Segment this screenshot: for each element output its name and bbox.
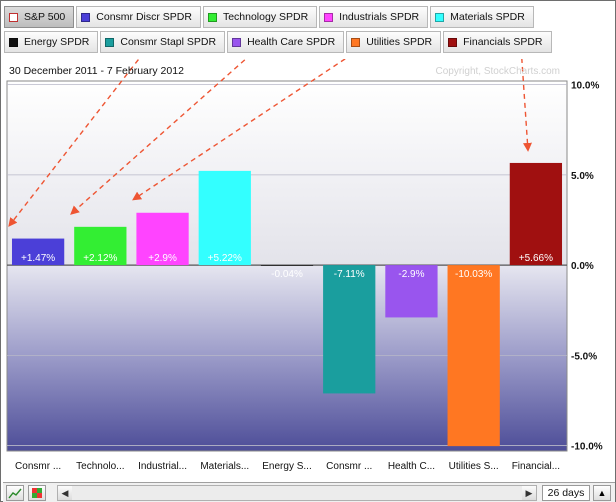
days-up-icon[interactable]: ▲ bbox=[593, 485, 611, 501]
scroll-right-icon[interactable]: ▶ bbox=[522, 486, 536, 500]
x-category-label: Financial... bbox=[512, 461, 560, 472]
bar-consmr-0[interactable] bbox=[11, 238, 65, 266]
legend-label: Materials SPDR bbox=[450, 11, 525, 23]
legend-label: S&P 500 bbox=[24, 11, 66, 23]
x-category-label: Consmr ... bbox=[326, 461, 372, 472]
y-tick-label: 10.0% bbox=[571, 81, 599, 92]
legend-button-financials-spdr[interactable]: Financials SPDR bbox=[443, 31, 552, 53]
y-tick-label: 0.0% bbox=[571, 261, 594, 272]
legend-row-2: Energy SPDR Consmr Stapl SPDR Health Care … bbox=[4, 31, 552, 53]
legend-button-technology-spdr[interactable]: Technology SPDR bbox=[202, 6, 318, 28]
legend-label: Industrials SPDR bbox=[339, 11, 420, 23]
annotation-arrow bbox=[132, 59, 347, 201]
annotation-arrow bbox=[521, 59, 532, 152]
legend-button-consmr-discr-spdr[interactable]: Consmr Discr SPDR bbox=[76, 6, 201, 28]
plot-border bbox=[6, 80, 568, 452]
legend-swatch-icon bbox=[81, 12, 91, 22]
y-tick-label: 5.0% bbox=[571, 171, 594, 182]
bar-value-label: +5.22% bbox=[208, 253, 242, 264]
x-category-label: Industrial... bbox=[138, 461, 187, 472]
legend-swatch-icon bbox=[435, 12, 445, 22]
bar-utilities-s-7[interactable] bbox=[447, 265, 500, 447]
legend-label: Technology SPDR bbox=[222, 11, 309, 23]
legend-swatch-icon bbox=[9, 12, 18, 22]
x-category-label: Consmr ... bbox=[15, 461, 61, 472]
bar-materials-3[interactable] bbox=[198, 170, 251, 266]
bar-value-label: -2.9% bbox=[398, 269, 424, 280]
legend-label: Consmr Discr SPDR bbox=[96, 11, 192, 23]
legend-swatch-icon bbox=[232, 37, 242, 47]
legend-button-materials-spdr[interactable]: Materials SPDR bbox=[430, 6, 534, 28]
x-category-label: Energy S... bbox=[262, 461, 311, 472]
date-scrollbar[interactable]: ◀ ▶ bbox=[57, 485, 537, 501]
date-range-label: 30 December 2011 - 7 February 2012 bbox=[9, 65, 184, 77]
bar-health-c-6[interactable] bbox=[385, 265, 438, 318]
bar-value-label: +1.47% bbox=[21, 253, 55, 264]
x-category-label: Materials... bbox=[200, 461, 249, 472]
x-category-label: Technolo... bbox=[76, 461, 124, 472]
bar-consmr-5[interactable] bbox=[323, 265, 376, 394]
legend-button-energy-spdr[interactable]: Energy SPDR bbox=[4, 31, 99, 53]
x-category-label: Health C... bbox=[388, 461, 435, 472]
bar-value-label: +2.9% bbox=[148, 253, 177, 264]
legend-swatch-icon bbox=[351, 37, 361, 47]
legend-label: Consmr Stapl SPDR bbox=[120, 36, 217, 48]
y-tick-label: -10.0% bbox=[571, 442, 603, 453]
bottom-toolbar: ◀ ▶ 26 days ▲ bbox=[3, 482, 615, 502]
legend-swatch-icon bbox=[9, 37, 18, 47]
bar-value-label: +2.12% bbox=[83, 253, 117, 264]
legend-button-industrials-spdr[interactable]: Industrials SPDR bbox=[319, 6, 429, 28]
legend-swatch-icon bbox=[207, 12, 217, 22]
bar-technolo-1[interactable] bbox=[74, 226, 127, 266]
legend-label: Health Care SPDR bbox=[247, 36, 336, 48]
bar-value-label: -0.04% bbox=[271, 269, 303, 280]
scroll-left-icon[interactable]: ◀ bbox=[58, 486, 72, 500]
line-chart-icon[interactable] bbox=[6, 485, 24, 501]
bar-value-label: -7.11% bbox=[334, 269, 365, 280]
legend-swatch-icon bbox=[105, 37, 115, 47]
legend-label: Utilities SPDR bbox=[366, 36, 433, 48]
bar-energy-s-4[interactable] bbox=[260, 265, 314, 266]
annotation-arrow bbox=[8, 59, 140, 227]
days-selector[interactable]: 26 days bbox=[542, 485, 590, 501]
bar-financial-8[interactable] bbox=[509, 162, 563, 266]
watermark-text: Copyright, StockCharts.com bbox=[436, 66, 561, 77]
bar-value-label: +5.66% bbox=[519, 253, 553, 264]
annotation-arrow bbox=[70, 59, 247, 215]
legend-swatch-icon bbox=[324, 12, 334, 22]
legend-label: Energy SPDR bbox=[24, 36, 90, 48]
color-grid-icon[interactable] bbox=[28, 485, 46, 501]
legend-button-utilities-spdr[interactable]: Utilities SPDR bbox=[346, 31, 442, 53]
legend-button-health-care-spdr[interactable]: Health Care SPDR bbox=[227, 31, 345, 53]
legend-button-consmr-stapl-spdr[interactable]: Consmr Stapl SPDR bbox=[100, 31, 226, 53]
legend-swatch-icon bbox=[448, 37, 458, 47]
y-tick-label: -5.0% bbox=[571, 351, 597, 362]
legend-label: Financials SPDR bbox=[463, 36, 543, 48]
legend-row-1: S&P 500 Consmr Discr SPDR Technology SPDR I… bbox=[4, 6, 534, 28]
legend-button-s-p-500[interactable]: S&P 500 bbox=[4, 6, 75, 28]
perf-chart: +1.47% +2.12% +2.9% +5.22% -0.04% -7.11% -2.9%… bbox=[6, 59, 603, 472]
bar-industrial-2[interactable] bbox=[136, 212, 189, 266]
x-category-label: Utilities S... bbox=[449, 461, 499, 472]
bar-value-label: -10.03% bbox=[455, 269, 492, 280]
